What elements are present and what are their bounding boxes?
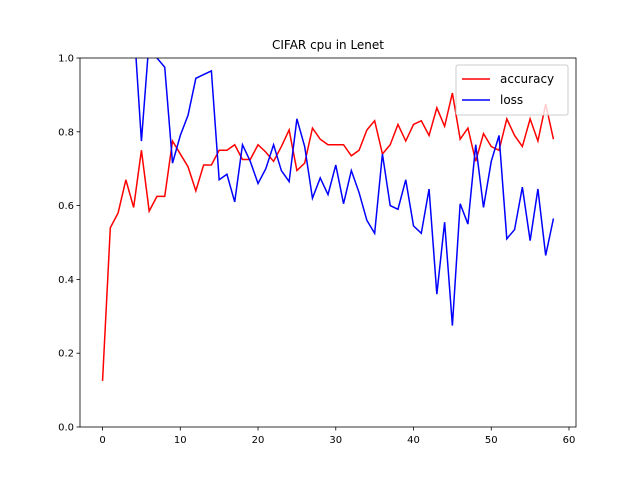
chart-title: CIFAR cpu in Lenet: [272, 38, 384, 52]
x-tick-label: 60: [563, 435, 576, 446]
x-tick-label: 30: [329, 435, 342, 446]
series-line: [101, 92, 555, 381]
legend-label: accuracy: [500, 72, 554, 86]
y-tick-label: 0.8: [58, 127, 74, 138]
x-tick-label: 0: [99, 435, 105, 446]
x-tick-label: 10: [174, 435, 187, 446]
y-tick-label: 0.0: [58, 423, 74, 434]
legend-box: [455, 64, 569, 116]
x-tick-label: 40: [407, 435, 420, 446]
y-tick-label: 0.6: [58, 201, 74, 212]
plot-frame: [79, 57, 577, 428]
x-tick-label: 20: [252, 435, 265, 446]
legend-label: loss: [500, 93, 523, 107]
y-tick-label: 0.4: [58, 275, 74, 286]
y-tick-label: 0.2: [58, 349, 74, 360]
y-tick-label: 1.0: [58, 54, 74, 65]
series-line: [135, 58, 555, 326]
x-tick-label: 50: [485, 435, 498, 446]
plot-lines: [101, 58, 555, 381]
